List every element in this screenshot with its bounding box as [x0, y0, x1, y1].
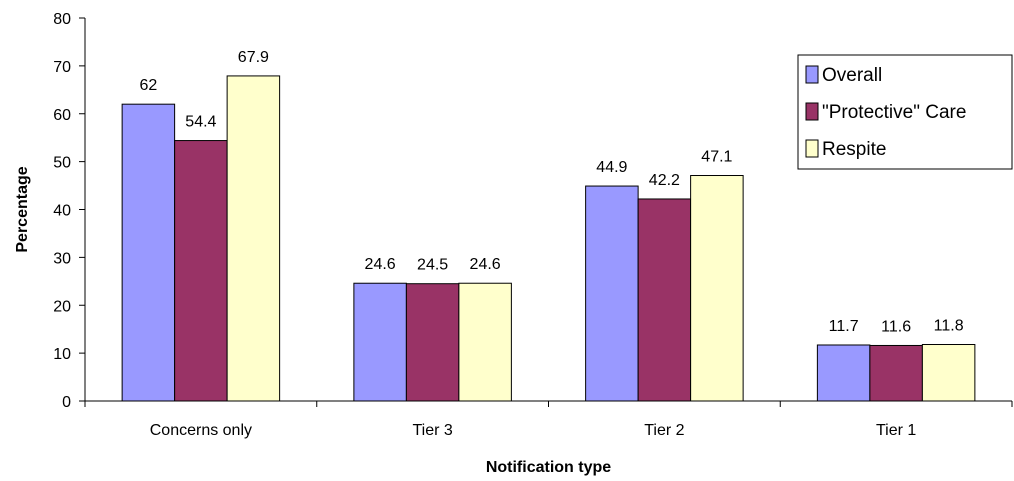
x-category-label: Tier 3 [412, 422, 452, 439]
y-tick-label: 30 [53, 250, 71, 267]
y-tick-label: 20 [53, 298, 71, 315]
data-label: 11.6 [881, 318, 911, 335]
data-label: 24.6 [470, 256, 501, 273]
tick-marks: 0 10 20 30 40 50 60 70 80 Concerns only Tier 3 Tier… [53, 11, 1013, 439]
bar [174, 140, 228, 402]
legend-label: "Protective" Care [822, 102, 966, 123]
bar [637, 198, 692, 402]
bar [353, 282, 407, 402]
y-axis-title: Percentage [14, 166, 31, 252]
legend-swatch [805, 102, 819, 121]
bars [121, 75, 976, 402]
legend-swatch [805, 65, 819, 84]
legend-swatch [805, 139, 819, 158]
x-category-label: Concerns only [150, 422, 252, 439]
bar [405, 283, 460, 402]
legend: Overall "Protective" Care Respite [797, 54, 1013, 170]
y-tick-label: 60 [53, 107, 71, 124]
y-tick-label: 70 [53, 59, 71, 76]
data-label: 44.9 [596, 159, 627, 176]
y-tick-label: 0 [62, 394, 71, 411]
data-label: 62 [139, 77, 157, 94]
x-category-label: Tier 1 [876, 422, 916, 439]
y-tick-label: 50 [53, 155, 71, 172]
data-label: 67.9 [238, 49, 269, 66]
y-tick-label: 10 [53, 346, 71, 363]
legend-label: Respite [822, 139, 886, 160]
bar [585, 185, 639, 402]
y-tick-label: 80 [53, 11, 71, 28]
y-tick-label: 40 [53, 203, 71, 220]
data-label: 24.6 [365, 256, 396, 273]
data-label: 24.5 [417, 257, 448, 274]
bar [690, 175, 744, 402]
bar [816, 344, 871, 402]
data-label: 47.1 [701, 149, 732, 166]
legend-label: Overall [822, 65, 882, 86]
data-label: 54.4 [185, 114, 216, 131]
x-axis-title: Notification type [486, 459, 611, 476]
x-category-label: Tier 2 [644, 422, 684, 439]
legend-box [797, 54, 1013, 170]
bar [121, 103, 176, 402]
bar [226, 75, 281, 402]
data-label: 11.7 [829, 318, 859, 335]
data-labels: 62 54.4 67.9 24.6 24.5 24.6 44.9 42.2 47.1 11.7 11… [139, 49, 963, 336]
data-label: 42.2 [649, 172, 680, 189]
bar [458, 282, 512, 402]
data-label: 11.8 [934, 318, 964, 335]
bar [869, 344, 923, 402]
bar [921, 344, 976, 402]
